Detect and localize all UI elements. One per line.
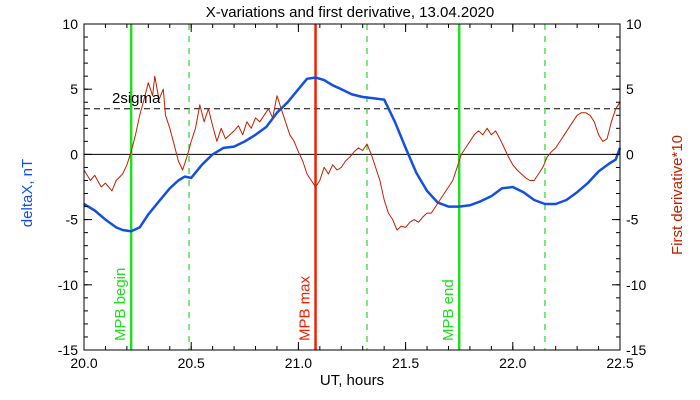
x-tick-label-4: 22.0 <box>499 355 526 371</box>
series-line-derivative <box>83 75 621 231</box>
x-tick-label-1: 20.5 <box>178 355 205 371</box>
marker-label-2: MPB max <box>297 275 314 341</box>
marker-labels: MPB begin MPB max MPB end <box>112 268 457 341</box>
series-layer <box>83 75 622 233</box>
x-tick-label-3: 21.5 <box>392 355 419 371</box>
chart-title: X-variations and first derivative, 13.04… <box>206 4 495 21</box>
marker-label-0: MPB begin <box>112 268 129 341</box>
threshold-label: 2sigma <box>112 90 161 107</box>
y-right-tick-label-3: 0 <box>626 146 634 162</box>
left-axis-label: deltaX, nT <box>19 159 36 227</box>
axes: 20.0 20.5 21.0 21.5 22.0 22.5-15-10-50510-15-… <box>58 16 647 371</box>
y-right-tick-label-1: -10 <box>626 277 646 293</box>
marker-label-4: MPB end <box>440 279 457 341</box>
x-tick-label-0: 20.0 <box>70 355 97 371</box>
x-tick-label-5: 22.5 <box>606 355 633 371</box>
y-left-tick-label-4: 5 <box>70 81 78 97</box>
y-right-tick-label-0: -15 <box>626 342 646 358</box>
right-axis-label: First derivative*10 <box>669 135 686 255</box>
y-right-tick-label-4: 5 <box>626 81 634 97</box>
y-left-tick-label-0: -15 <box>58 342 78 358</box>
y-left-tick-label-1: -10 <box>58 277 78 293</box>
y-right-tick-label-2: -5 <box>626 212 639 228</box>
plot-frame <box>83 23 621 351</box>
y-left-tick-label-3: 0 <box>70 146 78 162</box>
x-axis-label: UT, hours <box>320 372 384 389</box>
series-line-deltaX <box>83 76 622 233</box>
y-right-tick-label-5: 10 <box>626 16 642 32</box>
x-tick-label-2: 21.0 <box>285 355 312 371</box>
y-left-tick-label-2: -5 <box>66 212 79 228</box>
y-left-tick-label-5: 10 <box>62 16 78 32</box>
